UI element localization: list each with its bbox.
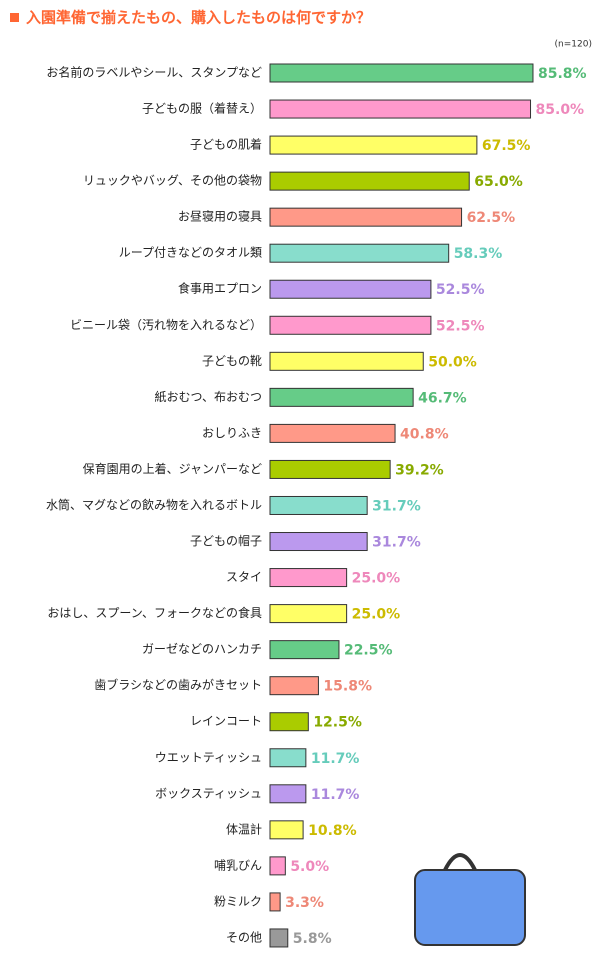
category-label: 紙おむつ、布おむつ: [154, 389, 262, 404]
bar: [269, 495, 368, 515]
category-label: お名前のラベルやシール、スタンプなど: [46, 65, 262, 80]
bar: [269, 243, 450, 263]
bar: [269, 207, 463, 227]
bar: [269, 279, 432, 299]
value-label: 65.0%: [474, 174, 523, 190]
value-label: 39.2%: [395, 462, 444, 478]
value-label: 5.8%: [293, 931, 332, 947]
bar: [269, 892, 281, 912]
bar: [269, 604, 348, 624]
value-label: 62.5%: [467, 210, 516, 226]
value-label: 52.5%: [436, 282, 485, 298]
value-label: 11.7%: [311, 787, 360, 803]
bar: [269, 171, 470, 191]
bar: [269, 387, 414, 407]
value-label: 50.0%: [428, 354, 477, 370]
category-label: 歯ブラシなどの歯みがきセット: [94, 677, 262, 692]
subtitle: (n=120): [555, 40, 592, 50]
value-label: 3.3%: [285, 895, 324, 911]
bar: [269, 135, 478, 155]
category-label: 保育園用の上着、ジャンパーなど: [83, 461, 262, 476]
title-marker: [10, 13, 19, 22]
category-label: お昼寝用の寝具: [178, 209, 262, 224]
chart-title: 入園準備で揃えたもの、購入したものは何ですか？: [26, 9, 371, 27]
value-label: 25.0%: [352, 571, 401, 587]
bar: [269, 63, 534, 83]
bar: [269, 459, 391, 479]
bar: [269, 676, 319, 696]
value-label: 25.0%: [352, 607, 401, 623]
value-label: 22.5%: [344, 643, 393, 659]
bar: [269, 351, 424, 371]
value-label: 31.7%: [372, 498, 421, 514]
category-label: 子どもの服（着替え）: [142, 101, 262, 116]
category-label: リュックやバッグ、その他の袋物: [83, 174, 262, 188]
category-label: その他: [226, 930, 262, 944]
value-label: 85.8%: [538, 66, 587, 82]
category-label: 水筒、マグなどの飲み物を入れるボトル: [46, 497, 262, 512]
bar: [269, 423, 396, 443]
value-label: 67.5%: [482, 138, 531, 154]
value-label: 31.7%: [372, 535, 421, 551]
value-label: 11.7%: [311, 751, 360, 767]
bar: [269, 784, 307, 804]
bar: [269, 856, 286, 876]
category-label: ループ付きなどのタオル類: [119, 246, 262, 260]
bar: [269, 748, 307, 768]
bar: [269, 640, 340, 660]
bar: [269, 820, 304, 840]
category-label: 哺乳びん: [214, 858, 262, 872]
value-label: 10.8%: [308, 823, 357, 839]
category-label: ガーゼなどのハンカチ: [142, 642, 262, 656]
value-label: 46.7%: [418, 390, 467, 406]
category-label: ボックスティッシュ: [155, 786, 262, 800]
bar: [269, 315, 432, 335]
value-label: 85.0%: [536, 102, 585, 118]
value-label: 40.8%: [400, 426, 449, 442]
category-label: 子どもの帽子: [190, 533, 262, 548]
bar: [269, 568, 348, 588]
value-label: 58.3%: [454, 246, 503, 262]
category-label: 子どもの靴: [202, 354, 262, 368]
value-label: 5.0%: [290, 859, 329, 875]
category-label: おしりふき: [202, 426, 262, 440]
category-label: 体温計: [226, 821, 262, 836]
category-label: 子どもの肌着: [190, 137, 262, 152]
bar: [269, 532, 368, 552]
category-label: ビニール袋（汚れ物を入れるなど）: [70, 318, 262, 332]
value-label: 52.5%: [436, 318, 485, 334]
category-label: おはし、スプーン、フォークなどの食具: [47, 605, 262, 620]
category-label: 粉ミルク: [214, 894, 262, 908]
value-label: 15.8%: [323, 679, 372, 695]
category-label: スタイ: [226, 570, 262, 584]
bag-illustration: [414, 853, 526, 946]
category-label: レインコート: [190, 714, 262, 728]
category-label: 食事用エプロン: [178, 281, 262, 296]
bar: [269, 712, 309, 732]
value-label: 12.5%: [313, 715, 362, 731]
category-label: ウエットティッシュ: [155, 750, 262, 764]
bar: [269, 99, 532, 119]
bar: [269, 928, 289, 948]
